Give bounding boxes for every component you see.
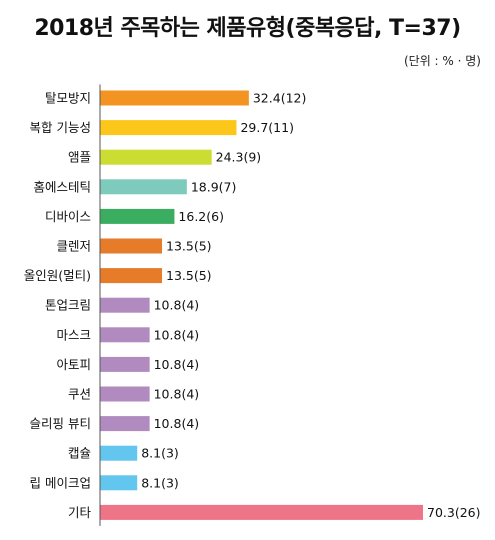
bar (100, 327, 150, 343)
bar (100, 120, 237, 136)
category-label: 아토피 (56, 357, 91, 372)
category-label: 톤업크림 (45, 298, 91, 313)
value-label: 13.5(5) (166, 239, 212, 254)
value-label: 29.7(11) (240, 120, 294, 135)
value-label: 10.8(4) (154, 387, 200, 402)
value-label: 10.8(4) (154, 357, 200, 372)
category-label: 기타 (68, 505, 92, 520)
value-label: 24.3(9) (216, 150, 262, 165)
bar (100, 416, 150, 432)
value-label: 10.8(4) (154, 298, 200, 313)
category-label: 디바이스 (45, 209, 91, 224)
bar (100, 208, 175, 224)
category-label: 마스크 (56, 327, 91, 342)
category-label: 홈에스테틱 (33, 179, 91, 194)
bar (100, 90, 249, 106)
bar (100, 297, 150, 313)
value-label: 18.9(7) (191, 179, 237, 194)
category-label: 앰플 (68, 150, 91, 165)
value-label: 70.3(26) (427, 505, 481, 520)
bar (100, 504, 423, 520)
category-label: 쿠션 (68, 387, 91, 402)
bar (100, 356, 150, 372)
bar (100, 149, 212, 165)
value-label: 8.1(3) (141, 446, 179, 461)
value-label: 16.2(6) (178, 209, 224, 224)
category-label: 클렌저 (56, 239, 91, 254)
category-label: 탈모방지 (45, 91, 91, 106)
bar (100, 445, 138, 461)
category-label: 복합 기능성 (30, 120, 91, 135)
chart-title: 2018년 주목하는 제품유형(중복응답, T=37) (34, 16, 461, 41)
bar (100, 475, 138, 491)
category-label: 슬리핑 뷰티 (30, 416, 91, 431)
bar (100, 386, 150, 402)
category-label: 캡슐 (68, 446, 91, 461)
value-label: 10.8(4) (154, 416, 200, 431)
category-label: 립 메이크업 (30, 475, 91, 490)
value-label: 10.8(4) (154, 327, 200, 342)
bar (100, 268, 163, 284)
category-label: 올인원(멀티) (24, 268, 91, 283)
value-label: 13.5(5) (166, 268, 212, 283)
value-label: 32.4(12) (253, 91, 307, 106)
bar (100, 238, 163, 254)
value-label: 8.1(3) (141, 475, 179, 490)
bar (100, 179, 187, 195)
unit-note: (단위 : % · 명) (403, 54, 481, 68)
